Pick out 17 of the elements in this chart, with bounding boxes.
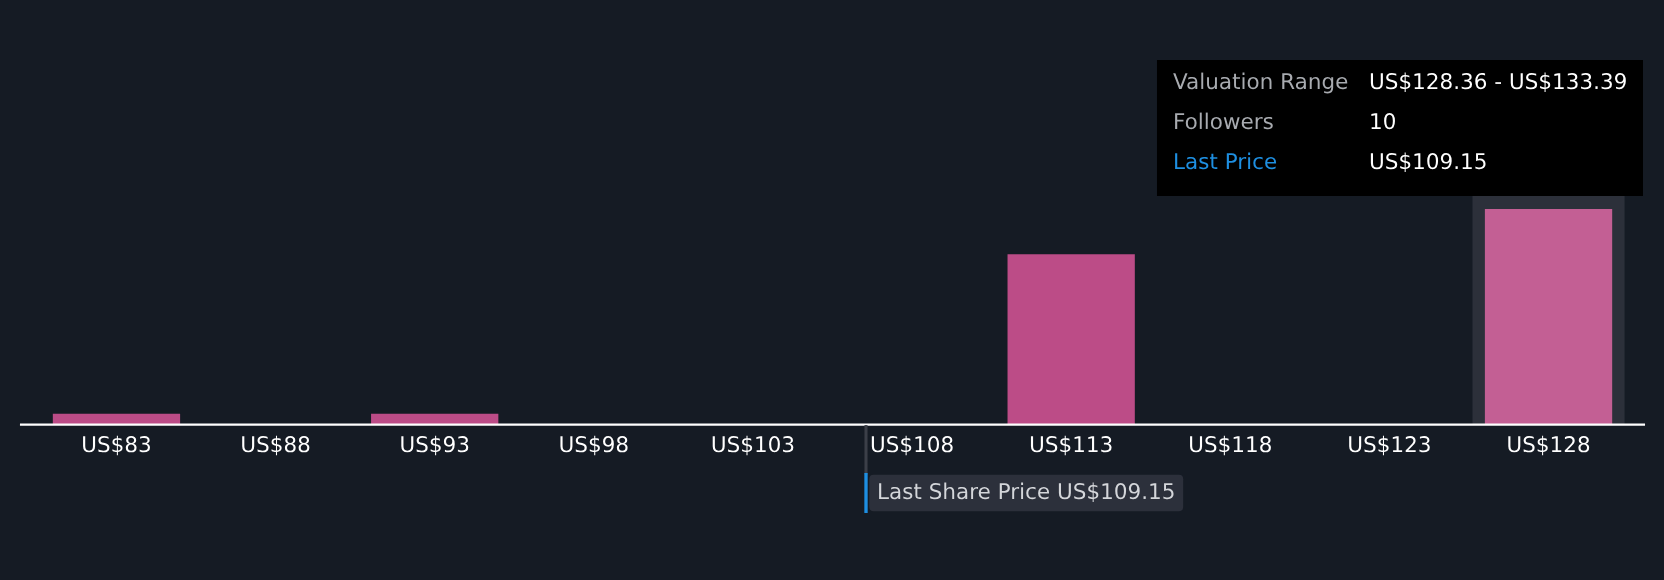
x-tick-label: US$88	[242, 435, 310, 456]
x-tick-label: US$113	[1030, 435, 1112, 456]
text: US$109.15	[1370, 152, 1486, 173]
text: Last Share Price US$109.15	[879, 482, 1174, 503]
x-tick-label: US$108	[871, 435, 953, 456]
text: Last Price	[1175, 152, 1277, 170]
x-tick-label: US$118	[1190, 435, 1271, 456]
x-tick-label: US$98	[560, 435, 628, 456]
x-tick-label: US$83	[83, 435, 150, 456]
x-tick-label: US$123	[1349, 435, 1430, 456]
text: US$128.36 - US$133.39	[1370, 72, 1626, 93]
text: Followers	[1175, 112, 1273, 130]
text: Valuation Range	[1173, 72, 1348, 94]
x-tick-label: US$128	[1508, 435, 1590, 456]
x-tick-label: US$103	[712, 435, 794, 456]
text: 10	[1371, 112, 1395, 130]
x-tick-label: US$93	[401, 435, 469, 456]
